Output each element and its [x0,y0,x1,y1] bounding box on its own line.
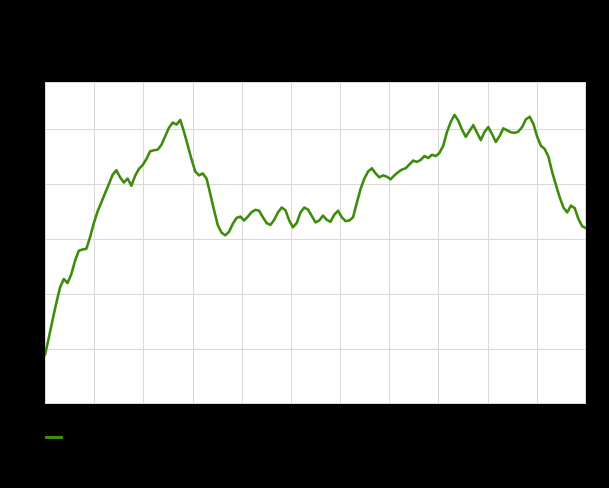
line-chart-svg [45,82,586,404]
horizontal-gridlines [45,82,586,350]
y-axis-tick-labels [0,82,42,404]
plot-frame [45,82,586,404]
data-series-line-1 [45,113,586,357]
chart-legend: Series 1 [45,432,106,443]
plot-area [45,82,586,404]
legend-label-series-1: Series 1 [69,432,106,443]
legend-swatch-series-1 [45,436,63,439]
x-axis-tick-labels [45,410,586,432]
